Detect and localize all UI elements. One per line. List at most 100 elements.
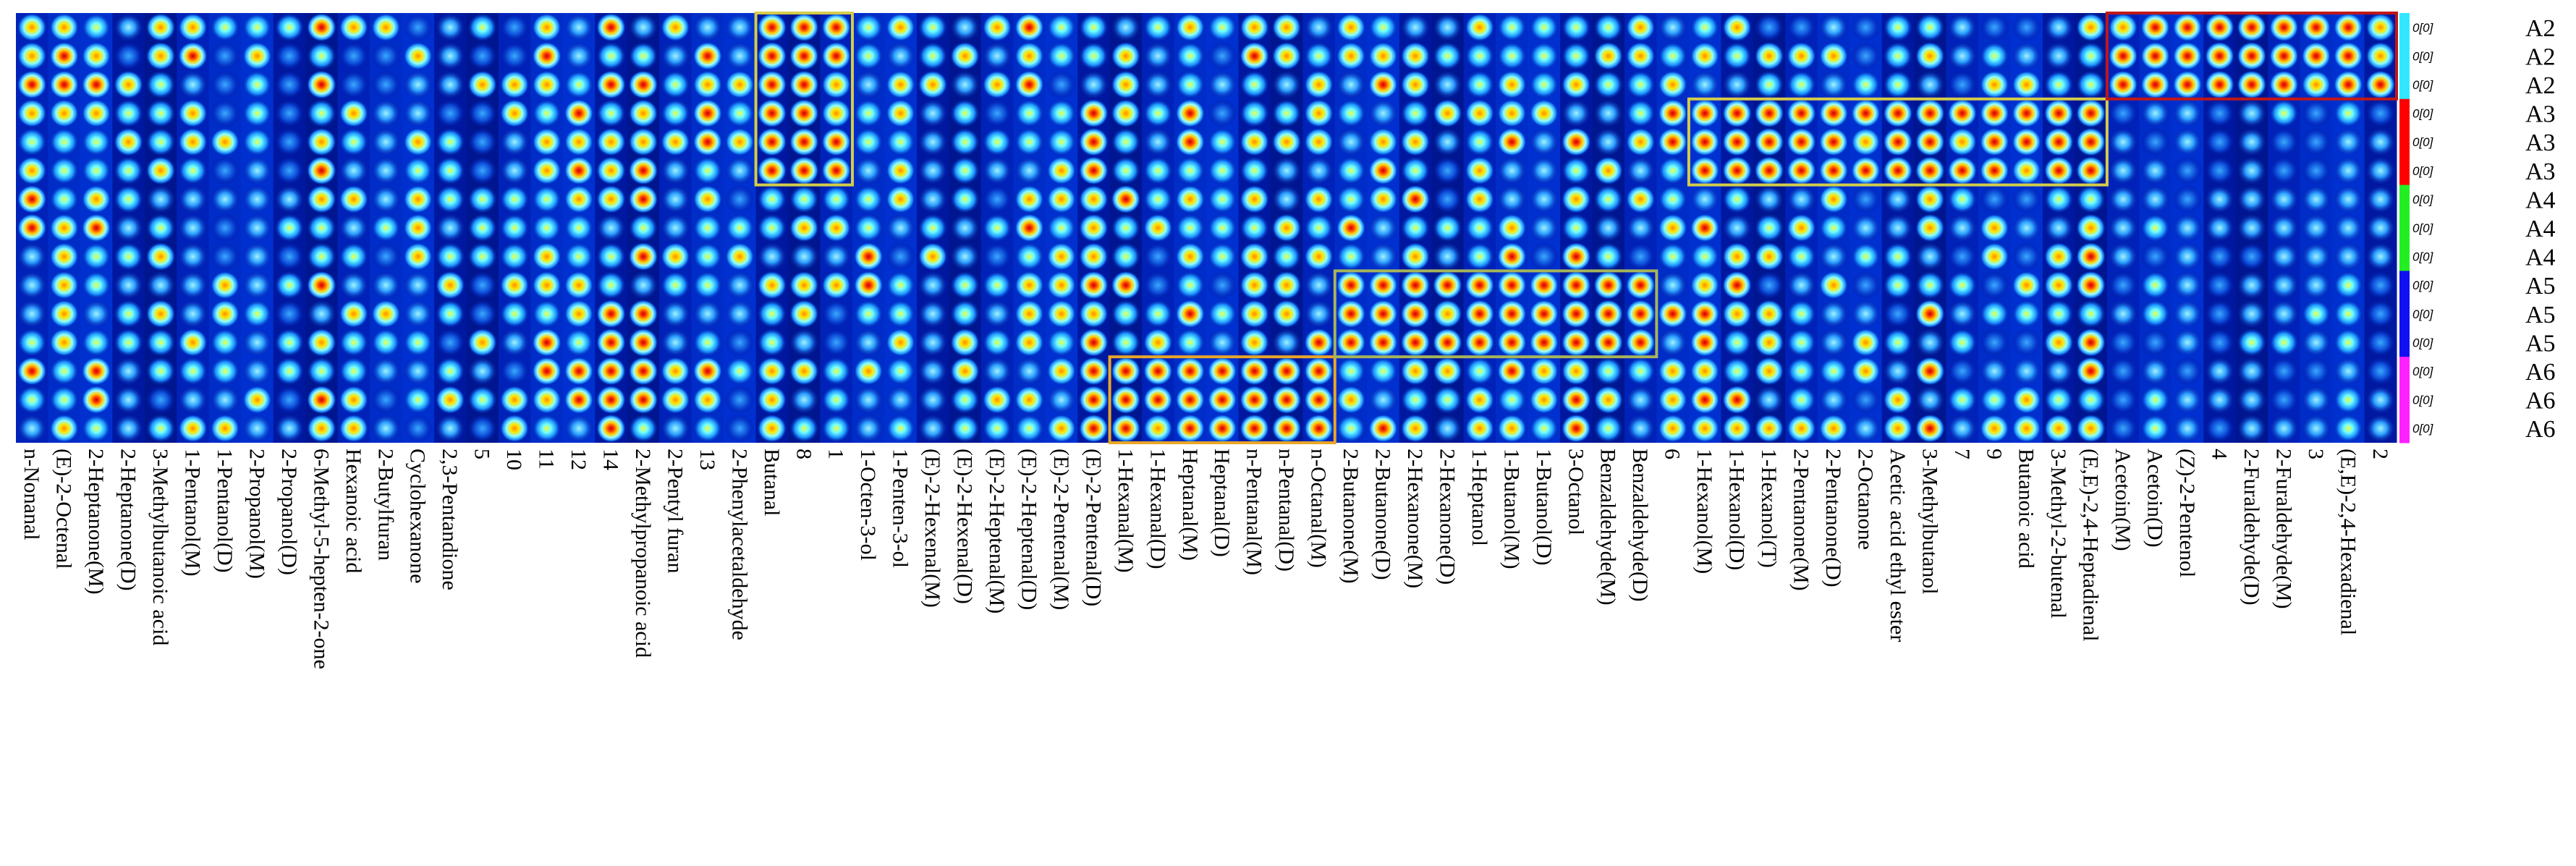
heatmap-cell — [1304, 357, 1334, 386]
heatmap-cell — [2140, 357, 2171, 386]
column-label: 2 — [2368, 449, 2392, 459]
heatmap-cell — [1883, 156, 1913, 185]
highlight-box — [1108, 355, 1336, 445]
heatmap-cell — [114, 385, 144, 415]
heatmap-cell — [339, 357, 369, 386]
heatmap-cell — [1883, 242, 1913, 271]
heatmap-cell — [1529, 300, 1559, 328]
heatmap-cell — [1787, 328, 1816, 357]
heatmap-cell — [49, 70, 80, 99]
heatmap-cell — [1368, 127, 1398, 156]
heatmap-cell — [950, 184, 980, 214]
column-label: n-Octanal(M) — [1307, 449, 1331, 568]
group-color-segment — [2399, 414, 2410, 443]
heatmap-cell — [918, 127, 948, 156]
heatmap-cell — [370, 357, 401, 386]
heatmap-cell — [370, 127, 401, 156]
heatmap-cell — [1046, 184, 1077, 214]
heatmap-cell — [145, 242, 176, 271]
heatmap-cell — [210, 184, 240, 214]
heatmap-cell — [2268, 98, 2299, 128]
heatmap-cell — [1014, 328, 1044, 357]
heatmap-cell — [274, 184, 305, 214]
heatmap-cell — [1690, 414, 1720, 443]
heatmap-cell — [435, 385, 465, 415]
heatmap-cell — [1432, 70, 1462, 99]
heatmap-cell — [145, 213, 176, 242]
heatmap-cell — [1722, 357, 1753, 386]
heatmap-cell — [2301, 357, 2331, 386]
scale-label: 0[0] — [2412, 164, 2434, 178]
heatmap-cell — [403, 357, 433, 386]
column-label: 8 — [792, 449, 815, 459]
heatmap-cell — [1561, 300, 1591, 328]
heatmap-cell — [210, 213, 240, 242]
heatmap-cell — [306, 271, 336, 300]
heatmap-cell — [724, 300, 755, 328]
group-color-segment — [2399, 213, 2410, 243]
heatmap-cell — [628, 70, 658, 99]
heatmap-cell — [145, 41, 176, 71]
heatmap-cell — [467, 13, 498, 42]
heatmap-cell — [1883, 300, 1913, 328]
group-color-segment — [2399, 385, 2410, 415]
heatmap-cell — [403, 98, 433, 128]
heatmap-cell — [1400, 127, 1431, 156]
heatmap-cell — [49, 156, 80, 185]
heatmap-cell — [1111, 13, 1141, 42]
heatmap-cell — [596, 13, 626, 42]
heatmap-cell — [274, 70, 305, 99]
heatmap-cell — [982, 242, 1012, 271]
heatmap-cell — [950, 328, 980, 357]
heatmap-cell — [1593, 13, 1624, 42]
heatmap-cell — [2237, 184, 2267, 214]
heatmap-cell — [1561, 41, 1591, 71]
heatmap-cell — [1850, 13, 1881, 42]
heatmap-cell — [145, 127, 176, 156]
heatmap-cell — [1947, 242, 1978, 271]
heatmap-cell — [1883, 385, 1913, 415]
heatmap-cell — [1529, 70, 1559, 99]
row-label: A2 — [2525, 72, 2556, 99]
heatmap-cell — [49, 98, 80, 128]
heatmap-cell — [1271, 242, 1302, 271]
heatmap-cell — [628, 184, 658, 214]
heatmap-cell — [1529, 357, 1559, 386]
heatmap-cell — [1754, 41, 1784, 71]
heatmap-cell — [81, 184, 111, 214]
heatmap-cell — [1947, 414, 1978, 443]
heatmap-cell — [1915, 385, 1945, 415]
heatmap-cell — [1754, 70, 1784, 99]
heatmap-cell — [2076, 357, 2106, 386]
heatmap-cell — [1111, 271, 1141, 300]
heatmap-cell — [1883, 127, 1913, 156]
heatmap-cell — [532, 213, 562, 242]
heatmap-cell — [1658, 357, 1688, 386]
heatmap-cell — [403, 328, 433, 357]
heatmap-cell — [1787, 156, 1816, 185]
heatmap-cell — [596, 70, 626, 99]
heatmap-cell — [1400, 271, 1431, 300]
heatmap-cell — [1336, 70, 1366, 99]
heatmap-cell — [1400, 242, 1431, 271]
heatmap-cell — [724, 242, 755, 271]
heatmap-cell — [1368, 328, 1398, 357]
heatmap-cell — [564, 328, 594, 357]
column-label: Heptanal(M) — [1178, 449, 1202, 561]
heatmap-cell — [370, 385, 401, 415]
heatmap-cell — [789, 70, 819, 99]
heatmap-cell — [2140, 156, 2171, 185]
group-color-segment — [2399, 127, 2410, 157]
heatmap-cell — [467, 70, 498, 99]
column-label: (E,E)-2,4-Hexadienal — [2336, 449, 2360, 635]
heatmap-cell — [757, 414, 787, 443]
heatmap-cell — [692, 184, 723, 214]
scale-label: 0[0] — [2412, 49, 2434, 63]
heatmap-cell — [1625, 357, 1656, 386]
heatmap-cell — [564, 41, 594, 71]
heatmap-cell — [49, 184, 80, 214]
heatmap-cell — [1883, 357, 1913, 386]
scale-label: 0[0] — [2412, 21, 2434, 35]
heatmap-cell — [114, 41, 144, 71]
heatmap-cell — [1658, 127, 1688, 156]
